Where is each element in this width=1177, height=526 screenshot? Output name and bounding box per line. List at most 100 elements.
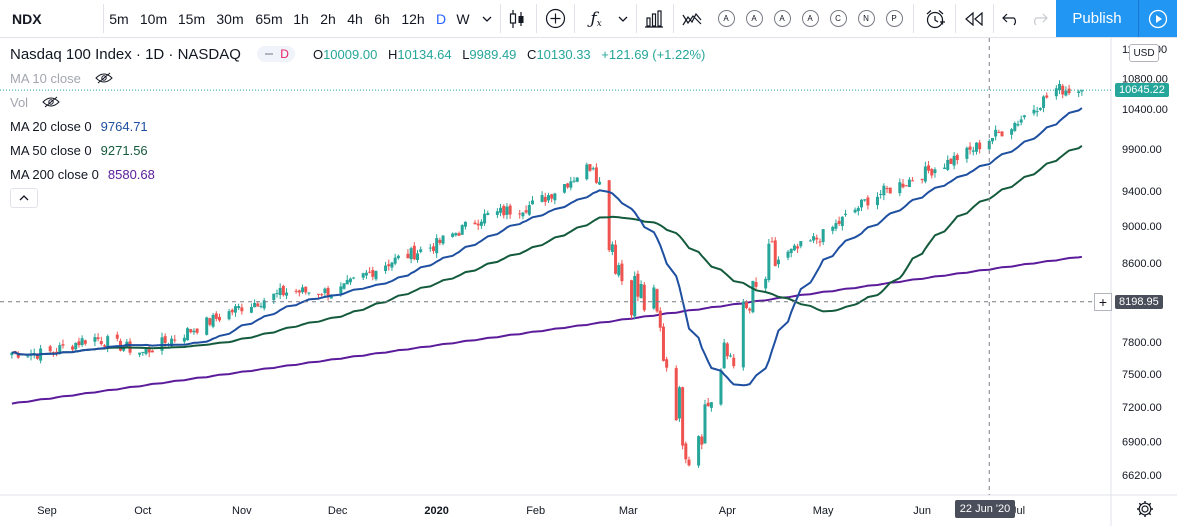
high-value: 10134.64 <box>397 46 452 62</box>
candle-body <box>697 436 701 466</box>
candle-body <box>543 196 547 202</box>
candle-body <box>888 187 892 194</box>
candle-body <box>968 146 972 150</box>
timeframe-12h[interactable]: 12h <box>401 10 425 27</box>
candle-body <box>195 328 199 333</box>
timeframe-d[interactable]: D <box>435 10 447 27</box>
symbol-search-button[interactable]: NDX <box>0 0 62 37</box>
price-axis-label: 9000.00 <box>1122 221 1162 233</box>
alert-clock-icon[interactable] <box>922 0 948 37</box>
time-axis-label: Apr <box>719 505 736 517</box>
candle-body <box>630 280 634 316</box>
symbol-label: NDX <box>12 10 42 27</box>
candle-body <box>345 279 349 285</box>
currency-badge[interactable]: USD <box>1129 44 1159 62</box>
candle-body <box>786 251 790 258</box>
candle-body <box>51 352 55 354</box>
candle-body <box>16 352 20 358</box>
publish-video-icon[interactable] <box>1138 0 1177 37</box>
candle-body <box>272 293 276 301</box>
script-p-icon[interactable]: P <box>884 0 904 37</box>
timeframe-6h[interactable]: 6h <box>374 10 390 27</box>
timeframe-65m[interactable]: 65m <box>255 10 283 27</box>
candle-body <box>978 142 982 150</box>
replay-rewind-icon[interactable] <box>962 0 986 37</box>
current-price-tag: 10645.22 <box>1115 83 1169 98</box>
candle-body <box>371 270 375 277</box>
candle-body <box>703 404 707 444</box>
candle-body <box>754 282 758 287</box>
price-chart[interactable]: 11200.0010800.0010400.009900.009400.0090… <box>0 38 1177 526</box>
timeframe-dropdown-icon[interactable] <box>480 0 494 37</box>
candle-body <box>147 349 151 353</box>
pill-letter: D <box>280 47 289 61</box>
script-a3-icon[interactable]: A <box>772 0 792 37</box>
legend-ohlc: O10009.00 H10134.64 L9989.49 C10130.33 +… <box>313 47 712 62</box>
candle-body <box>875 196 879 206</box>
candle-body <box>901 183 905 188</box>
add-alert-plus-icon[interactable]: + <box>1094 292 1112 311</box>
candle-body <box>652 287 656 309</box>
candle-body <box>617 265 621 276</box>
candle-body <box>927 165 931 171</box>
timeframe-1h[interactable]: 1h <box>293 10 309 27</box>
timeframe-15m[interactable]: 15m <box>177 10 206 27</box>
candle-body <box>741 301 745 368</box>
candle-body <box>531 200 534 205</box>
candle-body <box>527 205 531 215</box>
legend-status-pill[interactable]: D <box>256 46 295 62</box>
candle-style-icon[interactable] <box>506 0 528 37</box>
script-n-icon[interactable]: N <box>856 0 876 37</box>
candle-body <box>792 245 796 251</box>
hidden-eye-icon[interactable] <box>42 96 60 108</box>
candle-body <box>329 294 333 299</box>
candle-body <box>588 164 592 171</box>
timeframe-30m[interactable]: 30m <box>216 10 244 27</box>
financials-bar-icon[interactable] <box>642 0 666 37</box>
script-a4-icon[interactable]: A <box>800 0 820 37</box>
legend-collapse-button[interactable] <box>10 188 38 208</box>
ma10-label: MA 10 close <box>10 70 81 86</box>
timeframe-4h[interactable]: 4h <box>347 10 363 27</box>
toolbar-divider <box>913 4 914 33</box>
candle-body <box>834 223 838 229</box>
candle-body <box>955 154 959 161</box>
candle-body <box>725 343 729 357</box>
timeframe-5m[interactable]: 5m <box>109 10 129 27</box>
candle-body <box>368 271 372 273</box>
candle-body <box>767 243 771 281</box>
gear-icon[interactable] <box>1136 500 1154 518</box>
candle-body <box>521 212 525 217</box>
redo-icon[interactable] <box>1028 0 1050 37</box>
candle-body <box>930 169 934 176</box>
candle-body <box>454 233 458 236</box>
script-a1-icon[interactable]: A <box>716 0 736 37</box>
indicators-dropdown-icon[interactable] <box>616 0 630 37</box>
candle-body <box>71 346 75 350</box>
candle-body <box>642 284 646 311</box>
timeframe-10m[interactable]: 10m <box>139 10 168 27</box>
candle-body <box>1080 90 1084 92</box>
hidden-eye-icon[interactable] <box>95 72 113 84</box>
compare-plus-icon[interactable] <box>542 0 568 37</box>
undo-icon[interactable] <box>1000 0 1022 37</box>
candle-body <box>764 278 768 289</box>
candle-body <box>262 300 266 309</box>
script-c-icon[interactable]: C <box>828 0 848 37</box>
script-line-icon[interactable] <box>680 0 704 37</box>
candle-body <box>620 263 624 282</box>
timeframe-w[interactable]: W <box>456 10 470 27</box>
chart-pane[interactable]: 11200.0010800.0010400.009900.009400.0090… <box>0 38 1177 526</box>
candle-body <box>74 342 78 350</box>
candle-body <box>815 237 819 240</box>
ma20-line <box>11 107 1083 387</box>
candle-body <box>83 340 87 344</box>
script-a2-icon[interactable]: A <box>744 0 764 37</box>
volume-label: Vol <box>10 94 29 110</box>
timeframe-2h[interactable]: 2h <box>320 10 336 27</box>
publish-button[interactable]: Publish <box>1056 0 1138 37</box>
candle-body <box>719 370 723 405</box>
candle-body <box>1000 131 1004 137</box>
candle-body <box>665 359 669 368</box>
